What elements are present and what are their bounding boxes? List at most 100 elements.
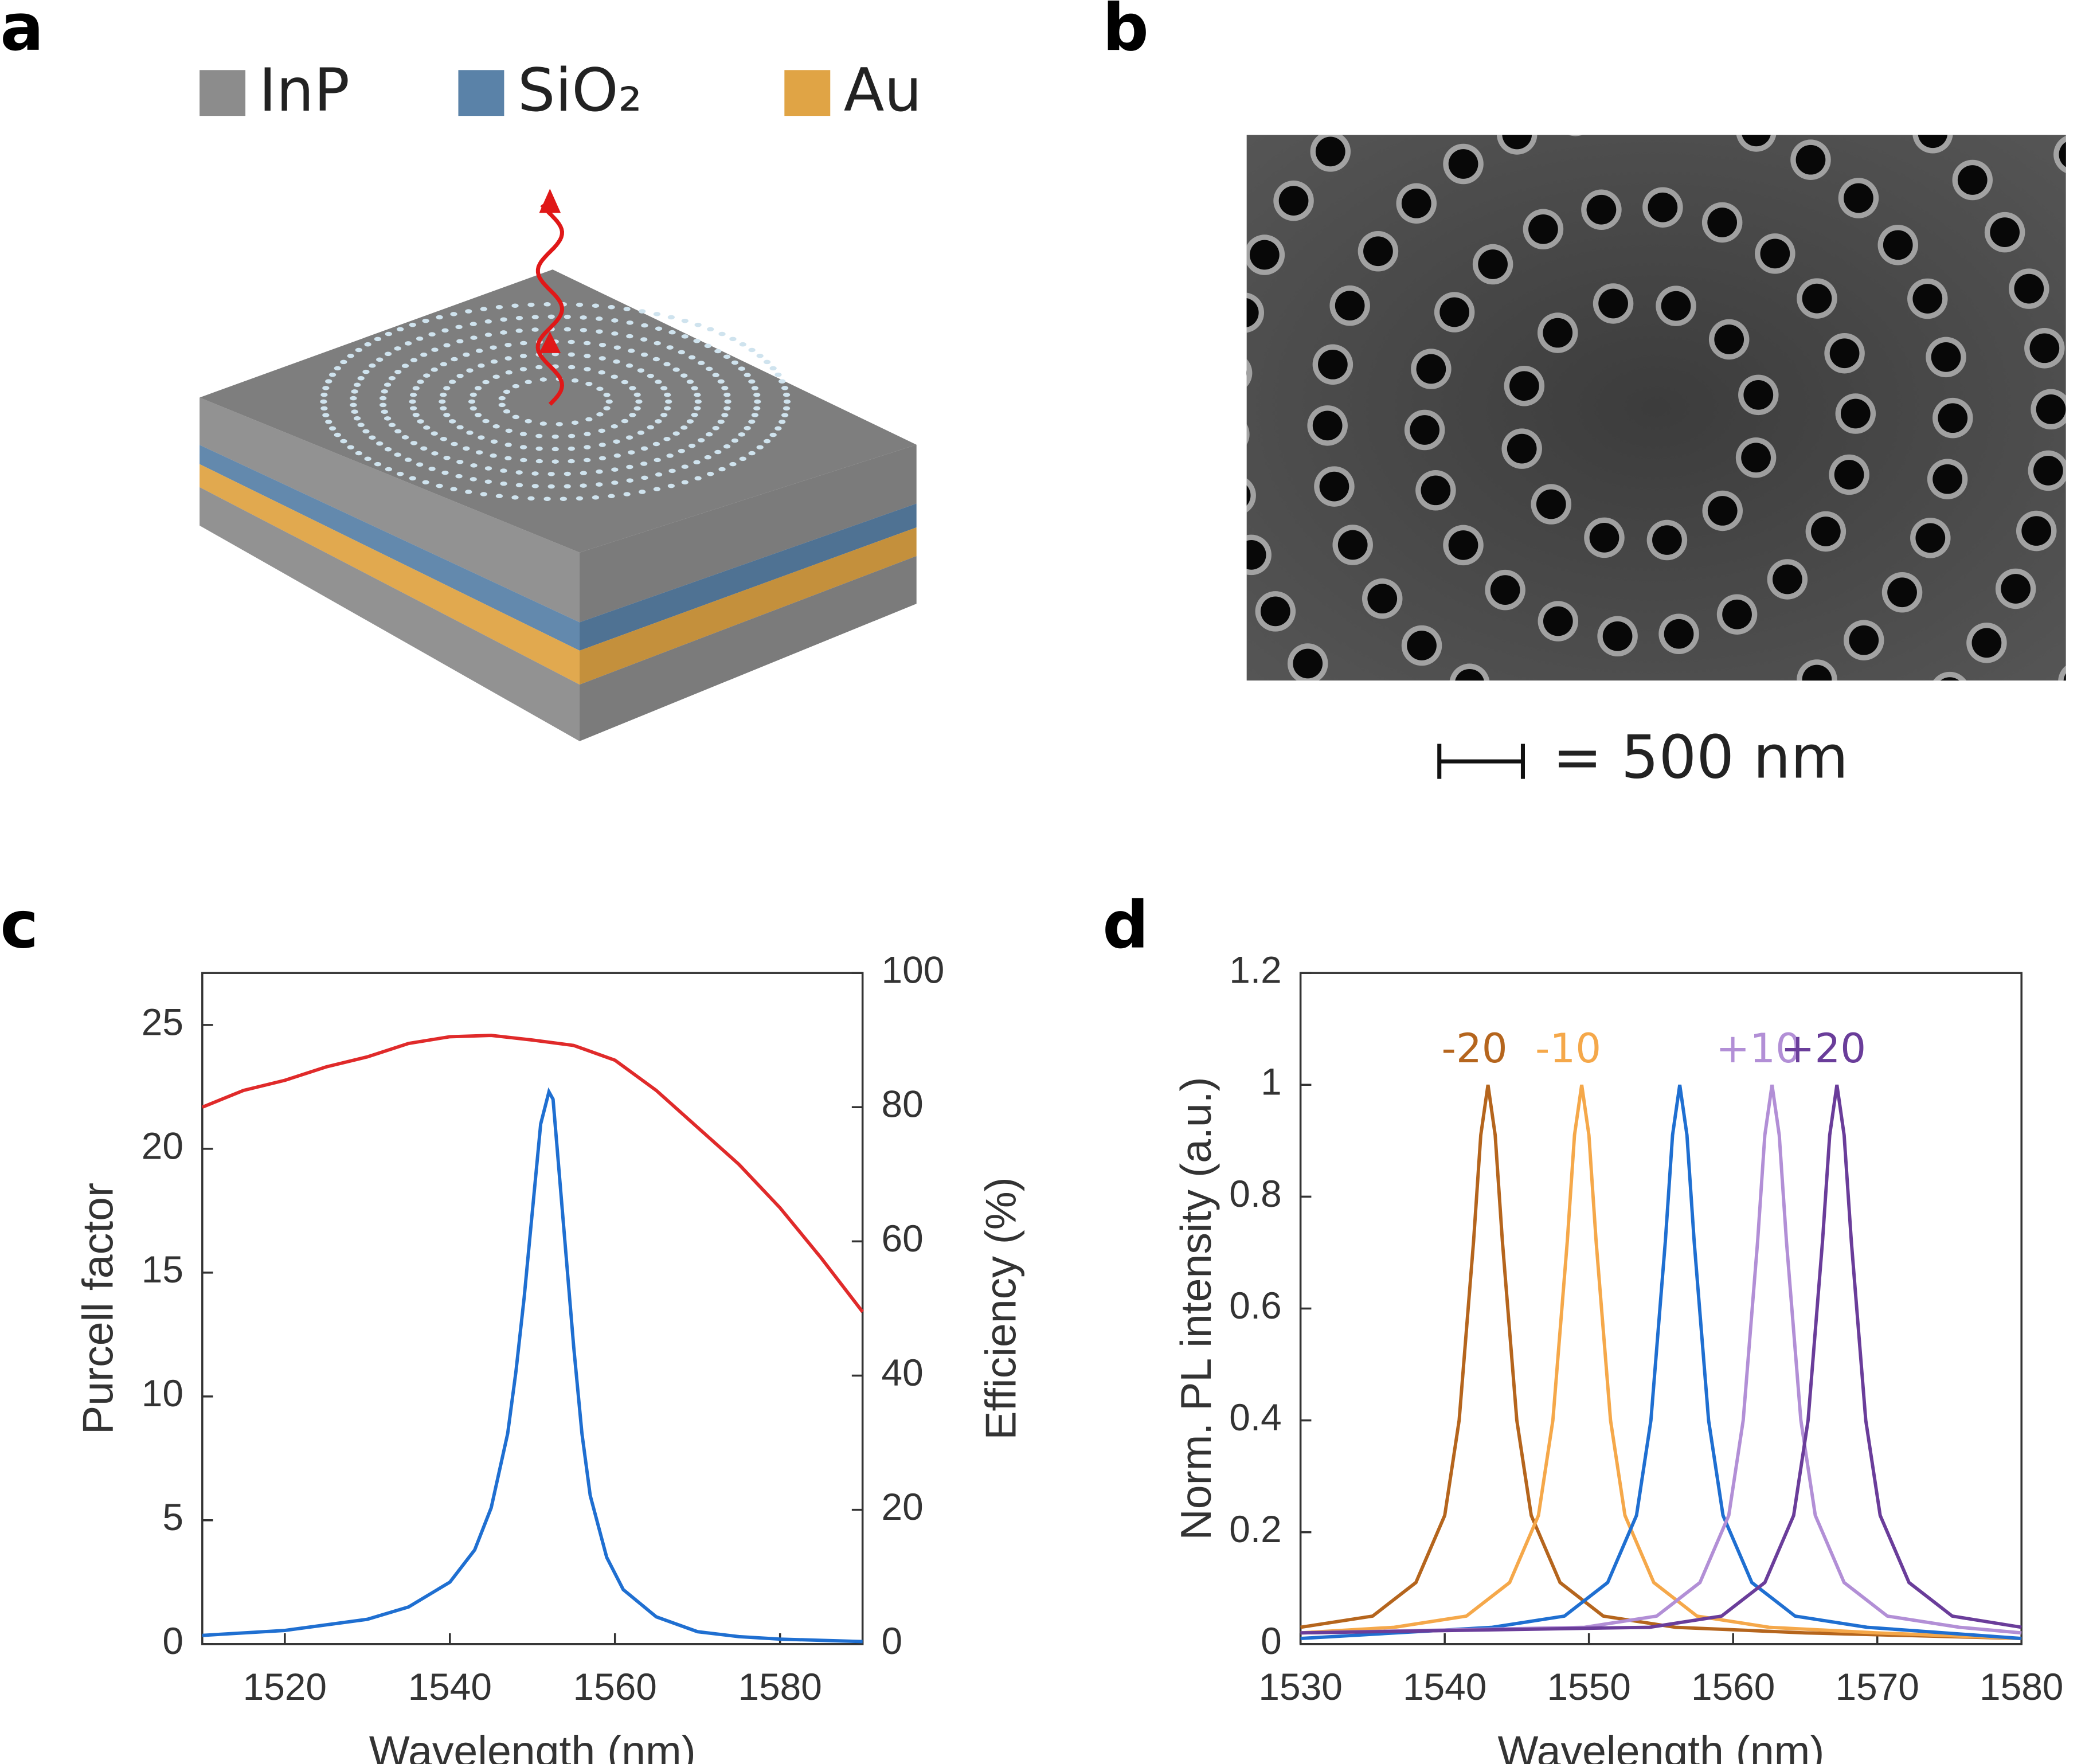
y2-tick-label: 40 (882, 1351, 924, 1394)
device-hole (394, 369, 402, 374)
device-hole (470, 392, 477, 397)
device-hole (455, 474, 463, 479)
y-axis-label: Norm. PL intensity (a.u.) (1172, 1077, 1220, 1540)
sem-halo (1602, 812, 1642, 853)
device-hole (598, 443, 606, 447)
device-hole (721, 386, 729, 390)
device-hole (640, 337, 648, 342)
y-tick-label: 1.2 (1229, 949, 1281, 991)
device-hole (598, 370, 605, 375)
series-line (1300, 1084, 2022, 1635)
sem-hole (1448, 149, 1478, 179)
x-axis-label: Wavelength (nm) (1497, 1727, 1824, 1764)
device-hole (571, 420, 579, 425)
device-hole (693, 460, 701, 465)
device-hole (754, 399, 761, 404)
device-hole (686, 419, 694, 424)
device-hole (410, 393, 417, 397)
device-hole (420, 446, 428, 451)
device-hole (551, 459, 559, 464)
sem-hole (1844, 183, 1873, 213)
sem-hole (1359, 93, 1389, 123)
device-hole (580, 483, 587, 488)
device-hole (576, 302, 584, 307)
sem-halo (1374, 730, 1414, 771)
y2-tick-label: 20 (882, 1485, 924, 1528)
sem-hole (1455, 668, 1484, 681)
sem-hole (1031, 527, 1061, 557)
device-layer (580, 556, 917, 741)
device-hole (585, 417, 593, 422)
sem-hole (1820, 45, 1849, 75)
device-hole (456, 339, 464, 343)
sem-hole (2062, 0, 2089, 16)
device-hole (527, 302, 535, 307)
sem-hole (1022, 466, 1051, 495)
device-hole (611, 318, 619, 323)
device-hole (568, 459, 575, 464)
sem-hole (1546, 810, 1576, 840)
sem-halo (1955, 907, 1996, 948)
sem-halo (1616, 89, 1657, 130)
sem-hole (1448, 530, 1478, 560)
device-hole (431, 431, 438, 436)
device-hole (436, 483, 443, 488)
device-hole (380, 402, 387, 408)
legend-label: InP (259, 56, 350, 125)
sem-hole (1644, 0, 1673, 26)
device-hole (598, 342, 607, 347)
device-hole (410, 358, 418, 362)
y-axis-label: Purcell factor (73, 1183, 122, 1434)
device-hole (416, 462, 424, 467)
sem-hole (1117, 381, 1147, 410)
device-hole (357, 376, 365, 381)
device-hole (584, 445, 591, 449)
sem-hole (1714, 324, 1744, 354)
device-hole (441, 328, 449, 333)
device-hole (774, 372, 782, 377)
sem-hole (1315, 811, 1344, 840)
device-hole (380, 396, 387, 401)
device-hole (423, 425, 431, 430)
device-hole (660, 413, 668, 417)
device-hole (681, 318, 688, 323)
sem-hole (2063, 673, 2066, 681)
sem-hole (1100, 105, 1129, 135)
sem-hole (2024, 89, 2053, 119)
device-hole (714, 449, 722, 455)
sem-halo (1677, 94, 1718, 135)
sem-hole (1722, 907, 1751, 937)
sem-hole (1421, 475, 1451, 506)
device-hole (751, 386, 758, 390)
sem-hole (1795, 144, 1826, 175)
device-hole (707, 327, 714, 332)
device-hole (613, 359, 620, 364)
sem-hole (1989, 764, 2018, 794)
device-hole (535, 433, 543, 439)
device-hole (625, 363, 633, 368)
device-hole (490, 359, 498, 364)
device-hole (456, 373, 464, 378)
device-hole (739, 342, 746, 347)
sem-hole (1521, 9, 1551, 39)
device-hole (655, 419, 662, 424)
device-hole (404, 341, 412, 346)
emission-arrow (535, 204, 565, 406)
sem-hole (1940, 677, 1959, 681)
device-shade (199, 487, 580, 741)
device-hole (613, 453, 621, 458)
device-hole (423, 373, 431, 378)
device-hole (748, 379, 756, 384)
device-hole (362, 429, 370, 434)
device-hole (527, 496, 535, 501)
device-hole (694, 399, 702, 404)
device-hole (756, 354, 764, 358)
sem-halo (1352, 0, 1393, 9)
device-layer (199, 397, 580, 623)
device-hole (608, 304, 615, 310)
device-hole (490, 453, 497, 458)
sem-halo (2005, 870, 2046, 910)
sem-hole (1172, 3, 1202, 33)
sem-halo (1775, 886, 1816, 927)
device-hole (417, 419, 424, 424)
